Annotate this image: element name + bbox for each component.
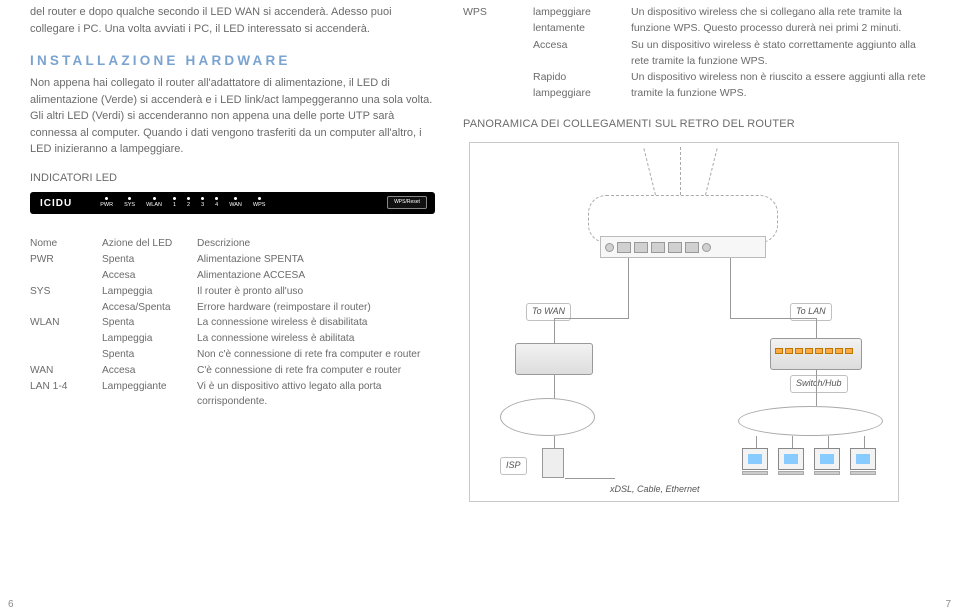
wps-desc-1: Su un dispositivo wireless è stato corre…	[631, 37, 929, 70]
led-table: Nome Azione del LED Descrizione PWRSpent…	[30, 236, 435, 410]
cable-type-label: xDSL, Cable, Ethernet	[610, 483, 700, 497]
antenna-icon	[705, 148, 718, 195]
lan-cloud-icon	[738, 406, 883, 436]
wps-col1: WPS	[463, 4, 525, 37]
isp-icon	[542, 448, 564, 478]
isp-label: ISP	[500, 457, 527, 475]
modem-icon	[515, 343, 593, 375]
led-group: PWR SYS WLAN 1 2 3 4 WAN WPS	[100, 197, 265, 209]
wps-table: WPS lampeggiare lentamente Un dispositiv…	[463, 4, 929, 102]
switch-label: Switch/Hub	[790, 375, 848, 393]
th-nome: Nome	[30, 236, 102, 252]
wps-desc-2: Un dispositivo wireless non è riuscito a…	[631, 69, 929, 102]
pc-group	[742, 448, 876, 475]
antenna-icon	[643, 148, 656, 195]
wps-state-1: Accesa	[533, 37, 623, 70]
panorama-title: PANORAMICA DEI COLLEGAMENTI SUL RETRO DE…	[463, 116, 929, 133]
page-number-right: 7	[945, 597, 951, 612]
wps-reset-button: WPS/Reset	[387, 196, 427, 209]
router-back-ports	[600, 236, 766, 258]
wps-state-2: Rapido lampeggiare	[533, 69, 623, 102]
page-number-left: 6	[8, 597, 14, 612]
connection-diagram: To WAN To LAN Switch/Hub INTERNET LAN IS…	[469, 142, 899, 502]
intro-paragraph: del router e dopo qualche secondo il LED…	[30, 4, 435, 37]
antenna-icon	[680, 147, 681, 195]
pc-icon	[814, 448, 840, 470]
internet-cloud-icon	[500, 398, 595, 436]
section-title-install: INSTALLAZIONE HARDWARE	[30, 51, 435, 71]
wps-state-0: lampeggiare lentamente	[533, 4, 623, 37]
th-descrizione: Descrizione	[197, 236, 435, 252]
switch-icon	[770, 338, 862, 370]
pc-icon	[742, 448, 768, 470]
indicatori-title: INDICATORI LED	[30, 170, 435, 187]
th-azione: Azione del LED	[102, 236, 197, 252]
pc-icon	[850, 448, 876, 470]
router-logo: ICIDU	[40, 196, 72, 211]
install-body: Non appena hai collegato il router all'a…	[30, 75, 435, 158]
wps-desc-0: Un dispositivo wireless che si collegano…	[631, 4, 929, 37]
pc-icon	[778, 448, 804, 470]
router-front-panel: ICIDU PWR SYS WLAN 1 2 3 4 WAN WPS WPS/R…	[30, 192, 435, 214]
